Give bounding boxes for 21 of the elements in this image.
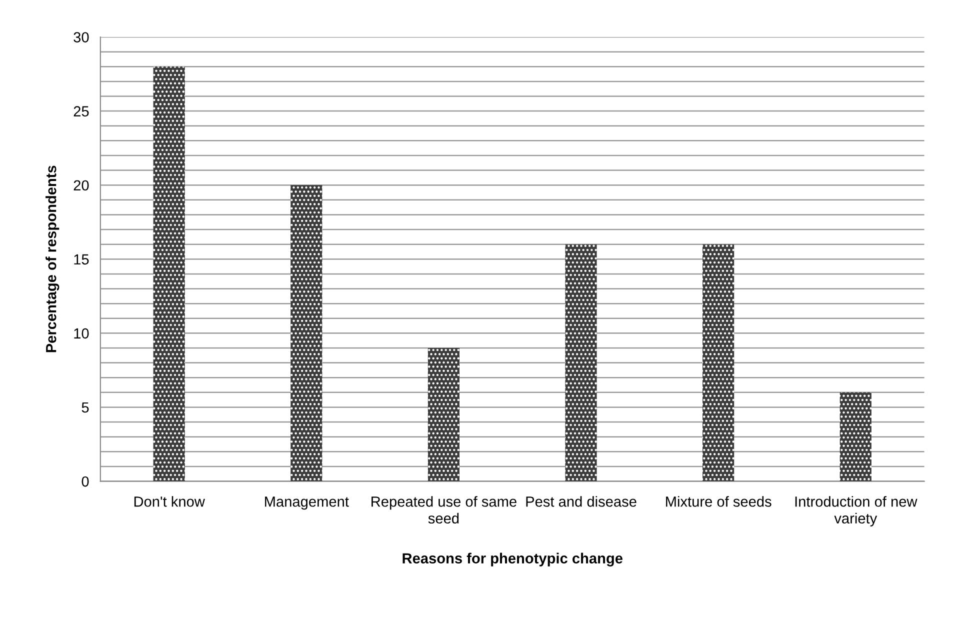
bar xyxy=(428,348,460,482)
y-tick-label: 25 xyxy=(74,106,89,116)
x-tick-label: Pest and disease xyxy=(526,496,636,507)
x-axis-title: Reasons for phenotypic change xyxy=(402,552,622,566)
y-tick-label: 20 xyxy=(74,180,89,191)
x-tick-label: Repeated use of same seed xyxy=(372,496,516,524)
bar xyxy=(840,392,872,482)
y-tick-label: 15 xyxy=(74,254,89,265)
y-tick-label: 30 xyxy=(74,32,89,42)
x-tick-label: Don't know xyxy=(134,496,205,507)
bar xyxy=(153,66,185,482)
y-tick-label: 10 xyxy=(74,328,89,339)
y-tick-label: 0 xyxy=(82,476,89,487)
x-tick-label: Management xyxy=(265,496,349,510)
x-tick-label: Introduction of new variety xyxy=(795,496,918,526)
bar xyxy=(565,244,597,482)
bar xyxy=(702,244,734,482)
x-tick-label: Mixture of seeds xyxy=(666,496,772,507)
bar xyxy=(290,185,322,482)
y-tick-label: 5 xyxy=(82,402,89,413)
y-axis-title: Percentage of respondents xyxy=(46,166,60,352)
